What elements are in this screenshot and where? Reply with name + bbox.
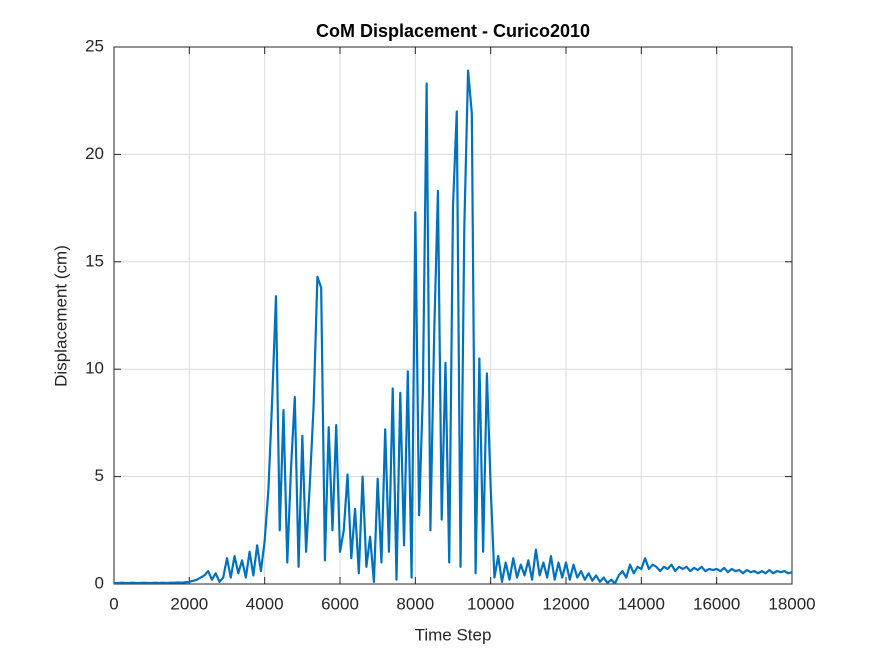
y-tick-label: 25 <box>85 36 104 55</box>
y-axis-label: Displacement (cm) <box>51 245 70 387</box>
x-tick-label: 14000 <box>618 594 665 613</box>
x-tick-label: 2000 <box>170 594 208 613</box>
x-tick-label: 18000 <box>768 594 815 613</box>
x-tick-label: 0 <box>109 594 118 613</box>
x-tick-label: 4000 <box>246 594 284 613</box>
y-tick-label: 10 <box>85 359 104 378</box>
x-tick-label: 12000 <box>542 594 589 613</box>
plot-frame <box>113 46 793 585</box>
x-tick-label: 8000 <box>396 594 434 613</box>
y-tick-label: 20 <box>85 144 104 163</box>
y-tick-label: 15 <box>85 251 104 270</box>
x-tick-label: 10000 <box>467 594 514 613</box>
y-tick-label: 5 <box>95 466 104 485</box>
x-tick-label: 6000 <box>321 594 359 613</box>
data-line <box>114 69 793 585</box>
chart-title: CoM Displacement - Curico2010 <box>316 21 590 41</box>
x-axis-label: Time Step <box>415 625 492 644</box>
x-tick-label: 16000 <box>693 594 740 613</box>
y-tick-label: 0 <box>95 573 104 592</box>
